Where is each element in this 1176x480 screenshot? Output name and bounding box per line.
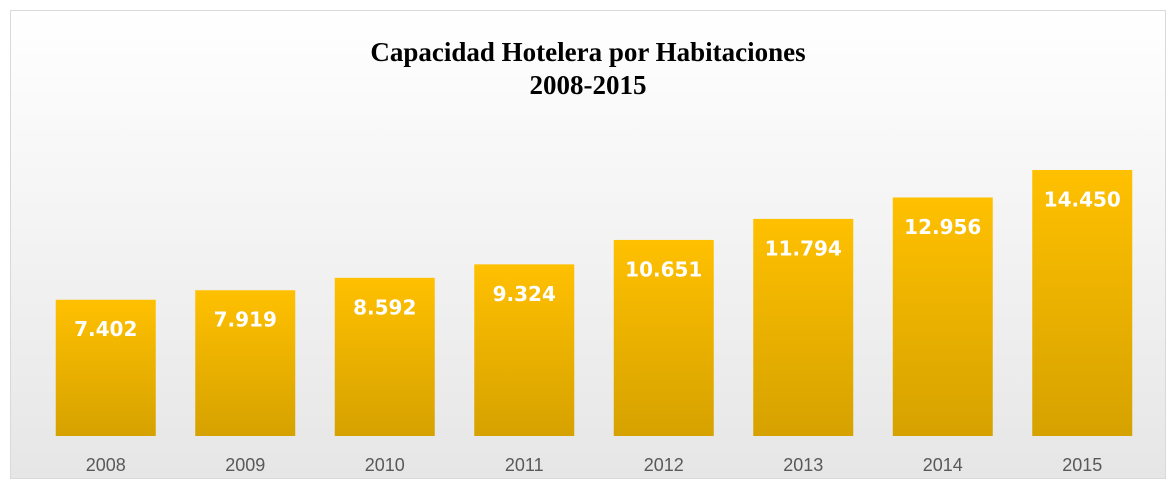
bar	[892, 197, 993, 436]
bar	[55, 299, 156, 436]
bar	[1032, 170, 1133, 436]
x-tick-label: 2009	[225, 455, 265, 475]
x-tick-label: 2010	[365, 455, 405, 475]
bar	[474, 264, 575, 436]
bar	[613, 239, 714, 436]
value-label: 7.919	[214, 308, 277, 332]
value-label: 9.324	[493, 282, 556, 306]
x-tick-label: 2015	[1062, 455, 1102, 475]
bar	[195, 290, 296, 436]
value-label: 8.592	[353, 295, 416, 319]
value-label: 10.651	[625, 257, 702, 281]
value-label: 7.402	[74, 317, 137, 341]
chart-subtitle: 2008-2015	[530, 70, 647, 100]
chart-title: Capacidad Hotelera por Habitaciones	[370, 37, 805, 67]
x-tick-label: 2008	[86, 455, 126, 475]
bar	[753, 218, 854, 436]
x-tick-label: 2013	[783, 455, 823, 475]
x-tick-label: 2014	[923, 455, 963, 475]
bar	[334, 277, 435, 436]
value-label: 12.956	[904, 215, 981, 239]
value-label: 11.794	[765, 236, 842, 260]
value-label: 14.450	[1044, 188, 1121, 212]
x-tick-label: 2012	[644, 455, 684, 475]
x-tick-label: 2011	[505, 455, 544, 475]
